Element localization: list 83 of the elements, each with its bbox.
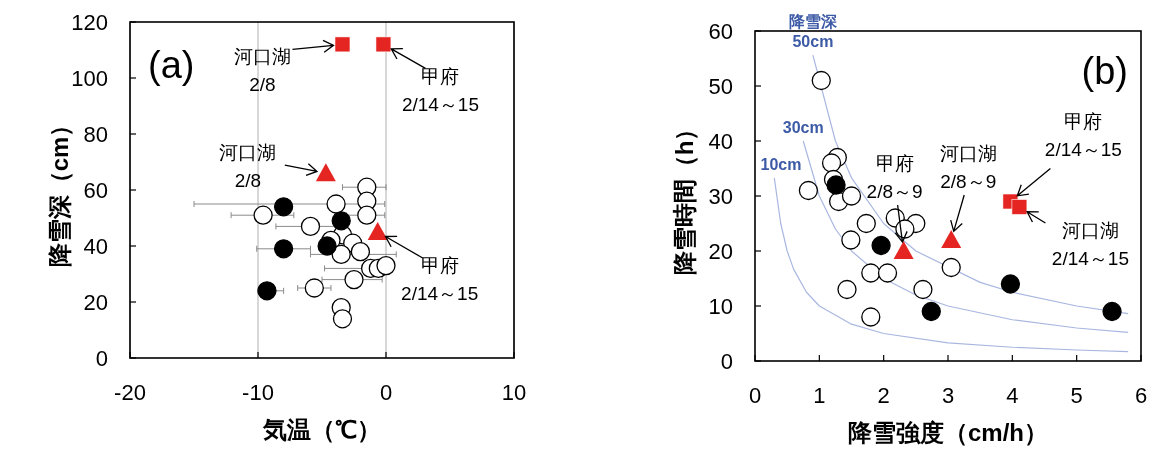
point: [317, 236, 337, 256]
y-tick-label: 10: [708, 294, 733, 319]
point: [941, 257, 961, 278]
point: [300, 216, 321, 237]
y-tick-label: 0: [95, 346, 108, 371]
x-tick-label: 2: [877, 383, 890, 408]
y-tick-label: 60: [83, 178, 108, 203]
annotation: 甲府 2/8～9: [866, 153, 923, 202]
y-tick-label: 30: [708, 184, 733, 209]
point: [1102, 301, 1122, 322]
point: [877, 263, 898, 283]
point: [893, 241, 914, 259]
point: [921, 301, 941, 322]
x-tick-label: 5: [1070, 383, 1083, 408]
annotation: 甲府 2/14～15: [401, 255, 479, 304]
point: [253, 205, 273, 225]
point: [798, 180, 819, 201]
x-axis-title: 降雪強度（cm/h）: [847, 419, 1049, 446]
point: [1011, 199, 1028, 215]
point: [841, 230, 861, 250]
point: [367, 222, 388, 240]
point: [304, 278, 324, 298]
y-tick-label: 120: [71, 10, 108, 35]
annotation: 甲府 2/14～15: [401, 66, 479, 116]
point: [257, 281, 277, 301]
point: [273, 239, 294, 259]
series-label: 30cm: [782, 119, 824, 136]
x-tick-label: 1: [813, 383, 826, 408]
y-tick-label: 50: [708, 74, 733, 99]
annotation: 河口湖 2/8: [233, 46, 291, 96]
text: (a): [148, 44, 195, 86]
x-tick-label: 3: [941, 383, 955, 408]
y-tick-label: 40: [83, 234, 108, 259]
y-tick-label: 20: [83, 290, 108, 315]
text: (b): [1081, 50, 1128, 92]
y-tick-label: 20: [708, 239, 733, 264]
point: [821, 153, 842, 173]
annotation: 河口湖 2/14～15: [1051, 220, 1129, 269]
point: [376, 255, 396, 276]
series-label: 50cm: [792, 33, 834, 51]
point: [837, 279, 857, 300]
point: [826, 175, 846, 195]
point: [811, 70, 831, 91]
point: [861, 263, 881, 283]
y-tick-label: 0: [720, 349, 733, 374]
annotation: 河口湖 2/8: [219, 142, 277, 192]
point: [344, 269, 364, 290]
x-tick-label: 0: [748, 383, 762, 408]
series-label: 10cm: [760, 155, 802, 173]
point: [941, 230, 962, 248]
point: [326, 194, 346, 214]
y-axis-title: 降雪深（cm）: [46, 112, 73, 268]
point: [841, 186, 862, 206]
point: [1000, 274, 1021, 294]
text: 降雪深: [788, 13, 838, 31]
point: [375, 36, 392, 53]
x-tick-label: -10: [242, 380, 274, 405]
point: [332, 309, 353, 329]
x-tick-label: 0: [379, 380, 393, 405]
point: [331, 211, 351, 231]
y-tick-label: 60: [708, 19, 733, 44]
point: [334, 36, 351, 53]
point: [331, 244, 351, 265]
point: [913, 279, 933, 300]
y-tick-label: 100: [71, 66, 108, 91]
x-axis-title: 気温（℃）: [262, 416, 381, 443]
x-tick-label: 10: [501, 380, 527, 405]
point: [856, 213, 876, 234]
point: [357, 205, 377, 225]
x-tick-label: 4: [1006, 383, 1019, 408]
y-axis-title: 降雪時間（h）: [671, 116, 698, 276]
y-tick-label: 80: [83, 122, 108, 147]
line-series: [773, 177, 1129, 353]
x-tick-label: -20: [114, 380, 146, 405]
point: [315, 163, 336, 182]
x-tick-label: 6: [1134, 383, 1148, 408]
annotation: 河口湖 2/8～9: [939, 143, 997, 192]
annotation: 甲府 2/14～15: [1044, 110, 1122, 160]
y-tick-label: 40: [708, 129, 733, 154]
point: [273, 197, 294, 217]
point: [350, 241, 371, 262]
point: [861, 307, 881, 327]
point: [871, 235, 891, 256]
